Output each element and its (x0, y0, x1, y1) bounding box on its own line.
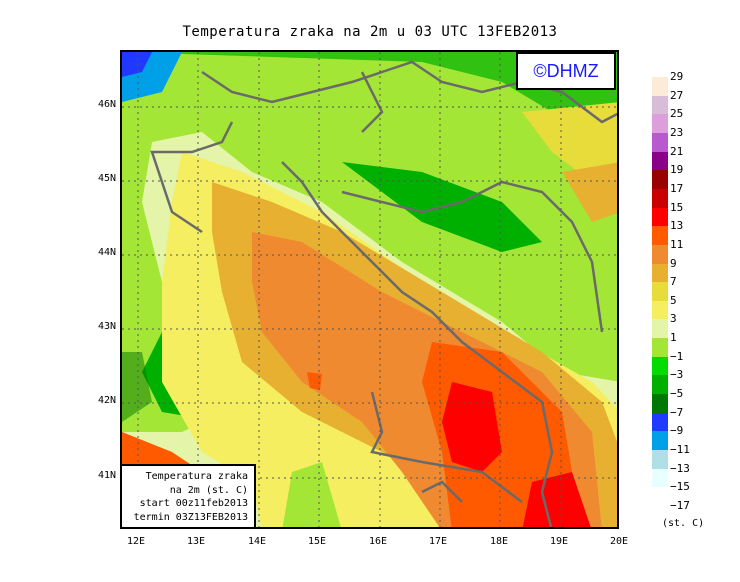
map-title: Temperatura zraka na 2m u 03 UTC 13FEB20… (182, 24, 558, 40)
temperature-map (120, 50, 619, 529)
legend-swatch (652, 468, 668, 488)
lon-tick: 18E (489, 536, 509, 547)
lon-tick: 16E (368, 536, 388, 547)
lon-tick: 19E (549, 536, 569, 547)
lat-tick: 46N (97, 99, 116, 110)
legend-label: 3 (670, 312, 677, 326)
legend-label: 5 (670, 293, 677, 307)
info-line: na 2m (st. C) (169, 484, 248, 496)
temperature-field (122, 52, 617, 527)
legend-swatch (652, 450, 668, 469)
legend-label: 19 (670, 163, 684, 177)
lon-tick: 14E (247, 536, 267, 547)
legend-label: 25 (670, 107, 684, 121)
legend-label: 17 (670, 181, 684, 195)
legend-swatch (652, 431, 668, 451)
legend-label: −5 (670, 387, 684, 401)
legend-swatch (652, 263, 668, 283)
legend-swatch (652, 226, 668, 245)
legend-swatch (652, 375, 668, 395)
legend-label: −13 (670, 461, 690, 475)
info-line: Temperatura zraka (145, 471, 248, 482)
lon-tick: 20E (609, 536, 629, 547)
lon-tick: 13E (186, 536, 206, 547)
lat-tick: 45N (97, 173, 116, 184)
legend-swatch (652, 338, 668, 357)
lat-tick: 43N (97, 321, 116, 332)
legend-label: −3 (670, 368, 684, 382)
legend-swatch (652, 394, 668, 413)
legend-swatch (652, 282, 668, 301)
info-box: Temperatura zraka na 2m (st. C) start 00… (120, 464, 256, 529)
legend-swatch (652, 77, 668, 96)
legend-swatch (652, 132, 668, 152)
legend-swatch (652, 300, 668, 320)
legend-swatch (652, 170, 668, 189)
legend-label: 23 (670, 125, 684, 139)
legend-swatch (652, 95, 668, 115)
legend-label: −9 (670, 424, 684, 438)
dhmz-logo: ©DHMZ (516, 52, 616, 90)
legend-label: −1 (670, 349, 684, 363)
info-line: start 00z11feb2013 (139, 498, 248, 509)
lat-tick: 44N (97, 247, 116, 258)
legend-swatch (652, 151, 668, 171)
legend-swatch (652, 412, 668, 432)
legend-label: 9 (670, 256, 677, 270)
legend-label: −15 (670, 480, 690, 494)
legend-swatch (652, 188, 668, 208)
info-line: termin 03Z13FEB2013 (133, 511, 248, 523)
legend-label: −17 (670, 498, 690, 512)
legend-label: 15 (670, 200, 684, 214)
legend-swatch (652, 207, 668, 227)
legend-swatch (652, 114, 668, 133)
legend-label: 29 (670, 70, 684, 83)
lon-tick: 15E (307, 536, 327, 547)
legend-label: −11 (670, 443, 690, 456)
legend-label: 13 (670, 219, 684, 233)
legend-swatch (652, 319, 668, 339)
legend-label: 11 (670, 237, 684, 251)
legend-swatch (652, 356, 668, 376)
legend-label: 27 (670, 88, 684, 102)
lat-tick: 42N (97, 395, 116, 406)
legend-label: −7 (670, 405, 684, 419)
legend-label: 21 (670, 144, 684, 158)
legend-swatch (652, 244, 668, 264)
lon-tick: 17E (428, 536, 448, 547)
legend-label: 7 (670, 275, 677, 289)
legend-unit: (st. C) (662, 518, 705, 529)
legend-label: 1 (670, 331, 677, 345)
lon-tick: 12E (126, 536, 146, 547)
lat-tick: 41N (97, 470, 116, 481)
